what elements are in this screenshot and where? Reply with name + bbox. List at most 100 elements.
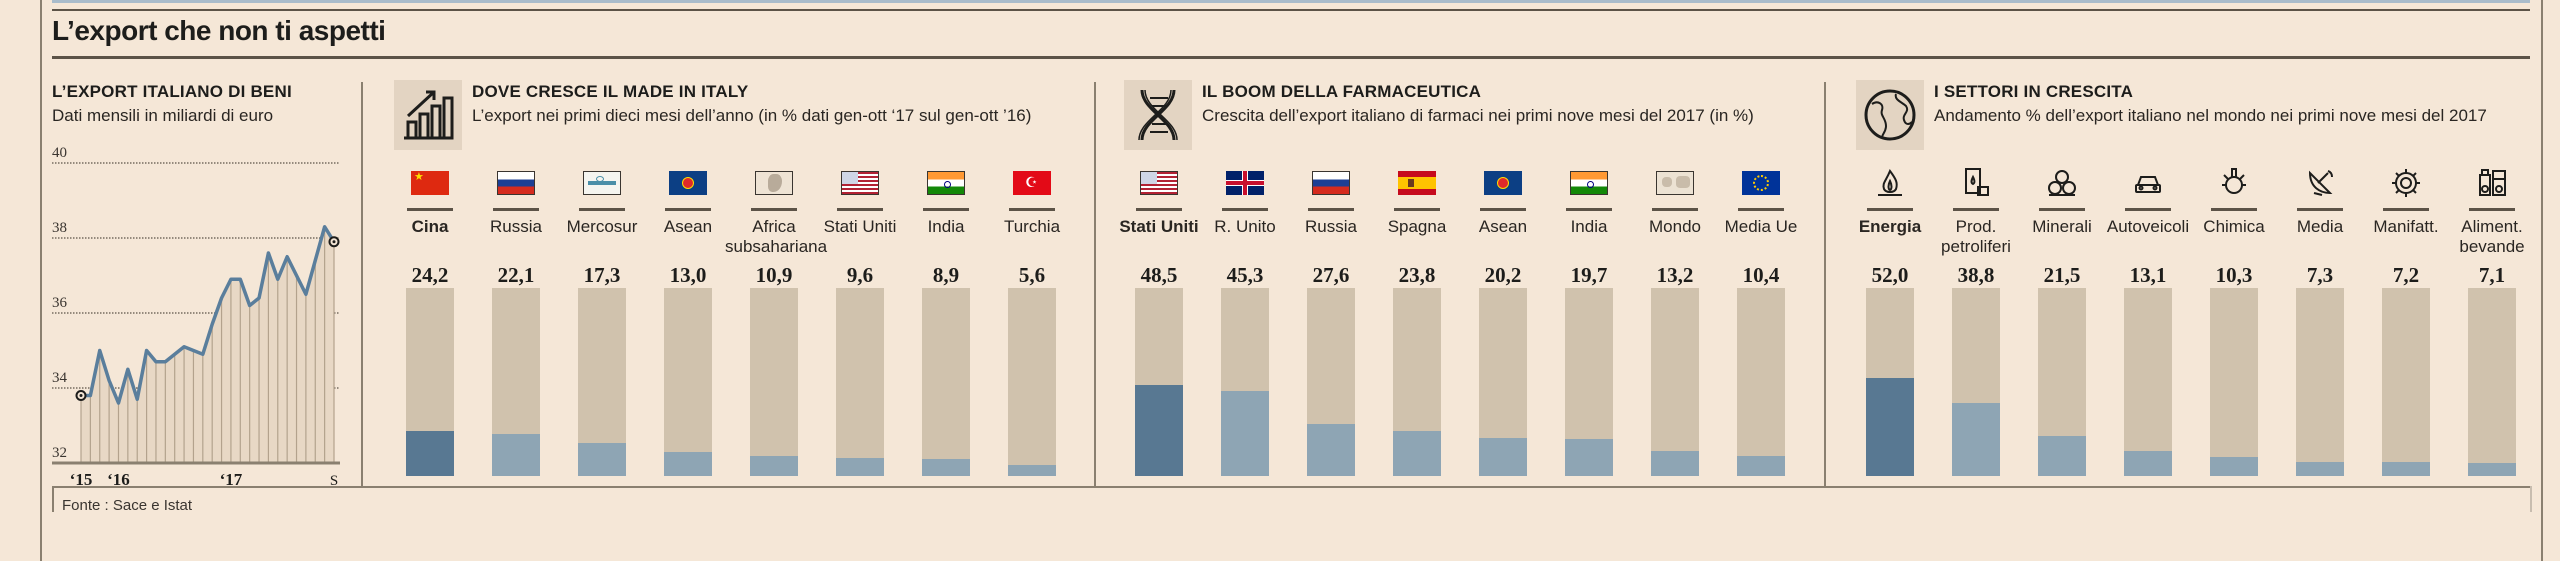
chemistry-icon <box>2222 168 2246 194</box>
label-rule <box>1738 208 1784 211</box>
bar <box>750 455 798 476</box>
world-map-icon <box>1656 171 1694 195</box>
label-rule <box>751 208 797 211</box>
globe-icon <box>1856 80 1924 150</box>
bar <box>1008 465 1056 476</box>
frame-left-border <box>40 0 42 561</box>
bar <box>1135 384 1183 476</box>
label-rule <box>407 208 453 211</box>
x-tick-label: ‘15 <box>70 470 93 489</box>
bar-value-label: 22,1 <box>497 263 535 287</box>
bar-column: Media 7,3 <box>2277 170 2363 491</box>
footer-rule <box>52 486 2530 488</box>
title-rule <box>52 56 2530 59</box>
label-rule <box>2039 208 2085 211</box>
bar-value-label: 10,4 <box>1742 263 1780 287</box>
bar-track <box>2382 288 2430 476</box>
bar <box>2210 456 2258 476</box>
label-rule <box>2383 208 2429 211</box>
bar-label: Asean <box>1478 217 1528 236</box>
bar-column: Media Ue 10,4 <box>1718 171 1804 491</box>
y-tick-label: 32 <box>52 445 67 461</box>
label-rule <box>1136 208 1182 211</box>
bar-value-label: 24,2 <box>411 263 449 287</box>
bar <box>1307 424 1355 476</box>
bar <box>1393 431 1441 476</box>
bar-column: Russia 27,6 <box>1288 171 1374 491</box>
bar-value-label: 19,7 <box>1570 263 1608 287</box>
line-chart-subtitle: Dati mensili in miliardi di euro <box>52 106 274 125</box>
label-rule <box>2125 208 2171 211</box>
panel-title: DOVE CRESCE IL MADE IN ITALY <box>472 82 749 101</box>
bar-value-label: 5,6 <box>1018 263 1046 287</box>
y-tick-label: 36 <box>52 295 68 311</box>
bar-value-label: 10,9 <box>755 263 793 287</box>
india-flag-icon <box>1570 171 1608 195</box>
bar-track <box>1135 288 1183 476</box>
bar-track <box>1952 288 2000 476</box>
bar-value-label: 45,3 <box>1226 263 1264 287</box>
separator <box>1094 82 1096 486</box>
bar <box>2468 462 2516 476</box>
bar-column: Mondo 13,2 <box>1632 171 1718 491</box>
car-icon <box>2135 176 2161 193</box>
bar-label: Media <box>2296 217 2344 236</box>
bar-chart-pharma: Stati Uniti 48,5 R. Unito 45,3 Russia 27,6 Spa… <box>1116 171 1816 491</box>
food-drinks-icon <box>2479 169 2506 196</box>
frame-right-border <box>2541 0 2543 561</box>
line-chart: 32 34 36 38 40 ‘15 ‘16 ‘17 S <box>52 145 340 489</box>
bar <box>1866 378 1914 476</box>
series-line <box>81 225 336 405</box>
bar-column: Energia 52,0 <box>1847 168 1933 491</box>
label-rule <box>1308 208 1354 211</box>
growth-chart-icon <box>394 80 462 150</box>
africa-map-icon <box>755 171 793 195</box>
label-rule <box>1480 208 1526 211</box>
uk-flag-icon <box>1226 171 1264 195</box>
bar-value-label: 13,2 <box>1656 263 1694 287</box>
asean-flag-icon <box>1484 171 1522 195</box>
bar-track <box>406 288 454 476</box>
line-chart-title: L’EXPORT ITALIANO DI BENI <box>52 82 292 101</box>
bar-column: ★ Cina 24,2 <box>387 171 473 491</box>
bar-column: India 8,9 <box>903 171 989 491</box>
bar-column: Mercosur 17,3 <box>559 171 645 491</box>
bar <box>1651 451 1699 476</box>
bar-value-label: 17,3 <box>583 263 621 287</box>
bar-label: Mondo <box>1649 217 1701 236</box>
label-rule <box>2211 208 2257 211</box>
page-title: L’export che non ti aspetti <box>52 15 386 46</box>
bar-value-label: 10,3 <box>2215 263 2253 287</box>
russia-flag-icon <box>497 171 535 195</box>
bar-column: Spagna 23,8 <box>1374 171 1460 491</box>
bar-label: Mercosur <box>566 217 638 236</box>
panel-subtitle: Andamento % dell’export italiano nel mon… <box>1934 106 2487 125</box>
bar-value-label: 21,5 <box>2043 263 2081 287</box>
top-strip <box>52 0 2530 3</box>
bar-value-label: 8,9 <box>932 263 960 287</box>
label-rule <box>1867 208 1913 211</box>
separator <box>1824 82 1826 486</box>
bar <box>2124 451 2172 476</box>
bar-track <box>578 288 626 476</box>
bar-label: Energia <box>1858 217 1922 236</box>
label-rule <box>2297 208 2343 211</box>
bar-column: Asean 20,2 <box>1460 171 1546 491</box>
panel-title: I SETTORI IN CRESCITA <box>1934 82 2134 101</box>
bar-track <box>922 288 970 476</box>
bar <box>1565 438 1613 476</box>
bar-column: India 19,7 <box>1546 171 1632 491</box>
turkey-flag-icon: ☪ <box>1013 171 1051 195</box>
bar-label: Cina <box>411 217 449 236</box>
bar-column: Stati Uniti 48,5 <box>1116 171 1202 491</box>
bar-column: Stati Uniti 9,6 <box>817 171 903 491</box>
bar <box>1952 403 2000 476</box>
bar-track <box>1008 288 1056 476</box>
russia-flag-icon <box>1312 171 1350 195</box>
y-tick-label: 34 <box>52 370 68 386</box>
bar-column: R. Unito 45,3 <box>1202 171 1288 491</box>
label-rule <box>1652 208 1698 211</box>
bar-value-label: 9,6 <box>846 263 874 287</box>
bar <box>836 457 884 476</box>
label-rule <box>665 208 711 211</box>
